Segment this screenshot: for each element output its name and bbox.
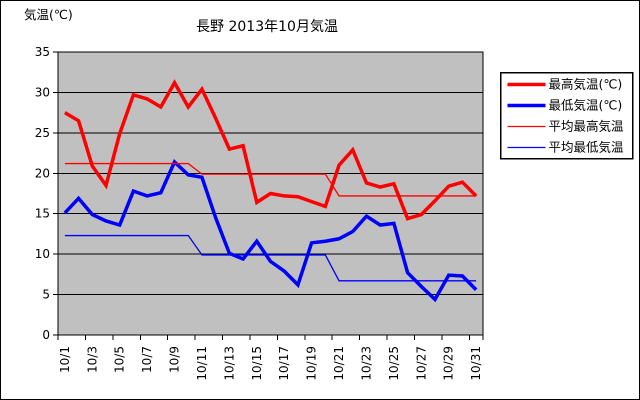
x-tick-label: 10/25	[387, 346, 401, 381]
plot-area	[57, 51, 484, 336]
y-tick-label: 10	[35, 247, 50, 261]
y-tick-label: 35	[35, 45, 50, 59]
x-tick-label: 10/5	[113, 346, 127, 373]
x-tick-label: 10/31	[469, 346, 483, 381]
legend-item-avg-max-temp: 平均最高気温	[507, 119, 625, 134]
plot-layer: 0 5 10 15 20 25 30 35 10/1 10/3 10/5 10/7 10/9 10/11 1…	[35, 45, 634, 381]
legend-box	[499, 71, 634, 160]
x-tick-label: 10/13	[222, 346, 236, 381]
avg-max-temp-line	[64, 162, 477, 197]
legend-label-avg-max-temp: 平均最高気温	[549, 119, 625, 134]
legend-item-avg-min-temp: 平均最低気温	[507, 140, 625, 155]
legend-item-min-temp: 最低気温(℃)	[507, 98, 623, 113]
x-tick-label: 10/17	[277, 346, 291, 381]
chart-title: 長野 2013年10月気温	[196, 19, 338, 35]
y-tick-label: 5	[42, 288, 50, 302]
y-tick-label: 15	[35, 207, 50, 221]
avg-min-temp-line	[64, 234, 477, 282]
x-tick-label: 10/9	[168, 346, 182, 373]
x-tick-label: 10/15	[250, 346, 264, 381]
legend-label-avg-min-temp: 平均最低気温	[549, 140, 625, 155]
x-tick-label: 10/21	[332, 346, 346, 381]
min-temp-line	[63, 159, 478, 303]
y-axis-title: 気温(℃)	[24, 7, 73, 22]
y-tick-label: 0	[42, 328, 50, 342]
x-tick-label: 10/3	[85, 346, 99, 373]
legend-label-max-temp: 最高気温(℃)	[549, 77, 623, 92]
x-tick-label: 10/11	[195, 346, 209, 381]
max-temp-line	[63, 79, 478, 221]
x-tick-label: 10/23	[359, 346, 373, 381]
x-tick-label: 10/19	[305, 346, 319, 381]
x-tick-label: 10/27	[414, 346, 428, 381]
y-tick-label: 30	[35, 85, 50, 99]
x-tick-label: 10/29	[442, 346, 456, 381]
x-tick-label: 10/7	[140, 346, 154, 373]
legend-item-max-temp: 最高気温(℃)	[507, 77, 623, 92]
y-tick-label: 25	[35, 126, 50, 140]
legend-label-min-temp: 最低気温(℃)	[549, 98, 623, 113]
y-tick-label: 20	[35, 166, 50, 180]
x-tick-label: 10/1	[58, 346, 72, 373]
